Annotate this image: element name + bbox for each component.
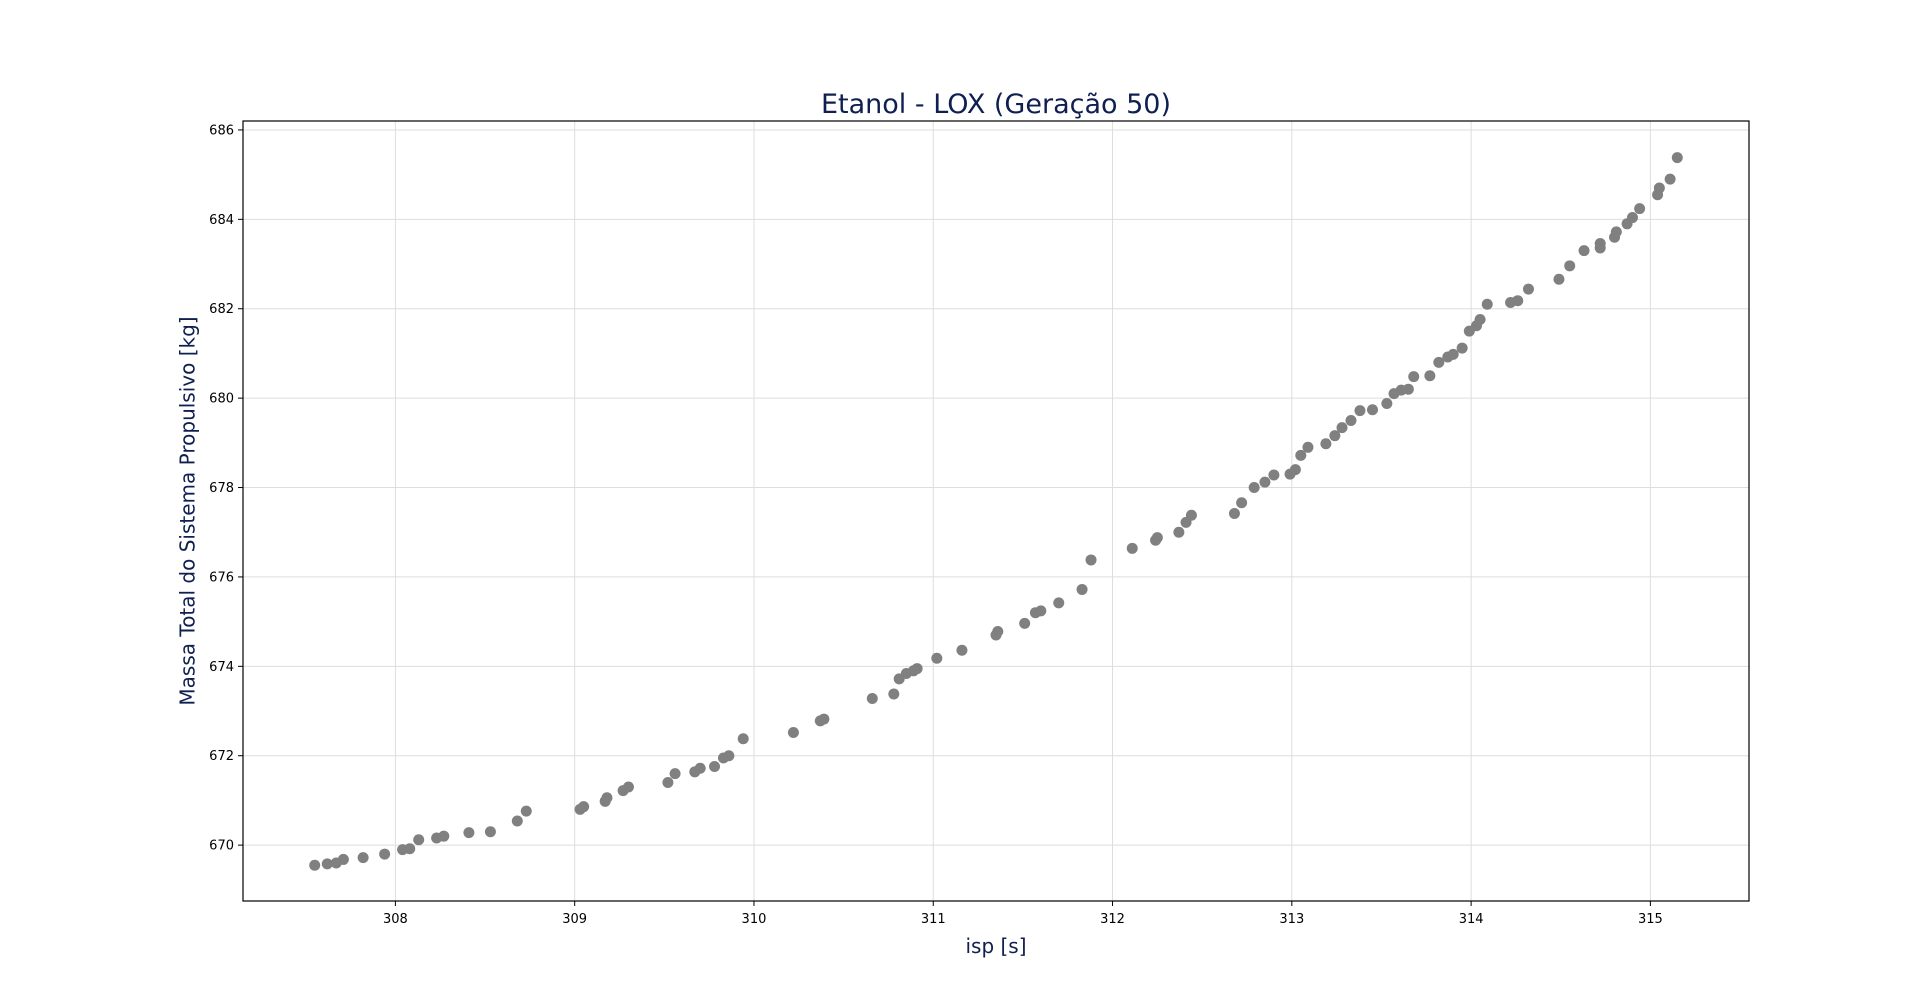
data-point [309,859,321,871]
data-point [1345,414,1357,426]
data-point [511,815,523,827]
data-point [1302,441,1314,453]
x-tick-label: 313 [1279,912,1304,927]
data-point [1474,313,1486,325]
data-point [1664,173,1676,185]
data-point [337,853,349,865]
data-point [601,792,613,804]
y-tick-label: 680 [209,392,234,407]
data-point [1295,449,1307,461]
y-tick-label: 672 [209,749,234,764]
data-point [709,760,721,772]
data-point [1381,397,1393,409]
y-tick-label: 684 [209,213,234,228]
data-point [1447,348,1459,360]
data-point [1268,469,1280,481]
data-point [1553,273,1565,285]
data-point [1456,342,1468,354]
data-point [669,768,681,780]
data-point [1424,370,1436,382]
data-point [357,852,369,864]
data-point [1610,226,1622,238]
y-tick-label: 682 [209,302,234,317]
x-tick-label: 311 [921,912,946,927]
data-point [1248,482,1260,494]
data-point [1626,212,1638,224]
y-tick-label: 678 [209,481,234,496]
data-point [1594,237,1606,249]
y-axis-ticks: 670 672 674 676 678 680 682 684 686 [209,123,243,854]
data-point [622,781,634,793]
grid-lines [243,121,1749,901]
chart-title: Etanol - LOX (Geração 50) [821,89,1171,120]
data-point [578,801,590,813]
data-point [1185,509,1197,521]
data-point [866,693,878,705]
data-point [911,663,923,675]
y-tick-label: 686 [209,123,234,138]
data-point [1035,605,1047,617]
data-point [438,830,450,842]
data-point [1320,438,1332,450]
data-point [1053,597,1065,609]
y-tick-label: 670 [209,839,234,854]
x-tick-label: 310 [742,912,767,927]
x-tick-label: 314 [1459,912,1484,927]
data-point [888,688,900,700]
x-tick-label: 315 [1638,912,1663,927]
x-tick-label: 309 [562,912,587,927]
data-point [1512,295,1524,307]
data-point [1329,430,1341,442]
data-point [818,713,830,725]
data-point [1085,554,1097,566]
data-point [404,843,416,855]
data-point [1653,182,1665,194]
data-point [956,644,968,656]
data-point [1408,371,1420,383]
y-tick-label: 674 [209,660,234,675]
data-point [737,733,749,745]
data-point [1151,532,1163,544]
x-axis-label: isp [s] [965,934,1026,958]
plot-frame [242,120,1750,902]
data-point [723,750,735,762]
data-point [484,826,496,838]
data-point [379,848,391,860]
data-point [1671,152,1683,164]
data-point [1481,298,1493,310]
data-point [520,805,532,817]
data-point [321,858,333,870]
data-point [463,827,475,839]
data-point [1402,383,1414,395]
data-point [1433,356,1445,368]
data-point [1634,203,1646,215]
data-point [1289,464,1301,476]
data-point [1236,497,1248,509]
data-point [1564,260,1576,272]
data-point [1076,583,1088,595]
x-tick-label: 312 [1100,912,1125,927]
y-tick-label: 676 [209,570,234,585]
data-point [1228,507,1240,519]
data-point [1354,405,1366,417]
data-point [1522,283,1534,295]
data-point [1259,476,1271,488]
data-point [1019,617,1031,629]
data-point [1336,422,1348,434]
data-point [931,652,943,664]
y-axis-label: Massa Total do Sistema Propulsivo [kg] [176,316,200,705]
data-point [1367,404,1378,416]
data-point [1126,542,1138,554]
data-point [787,726,799,738]
x-tick-label: 308 [383,912,408,927]
data-point [662,777,674,789]
data-point [694,762,706,774]
data-point [413,834,425,846]
data-points [309,152,1683,871]
data-point [1578,245,1590,257]
data-point [1173,526,1185,538]
data-point [992,625,1004,637]
x-axis-ticks: 308 309 310 311 312 313 314 315 [383,901,1663,927]
